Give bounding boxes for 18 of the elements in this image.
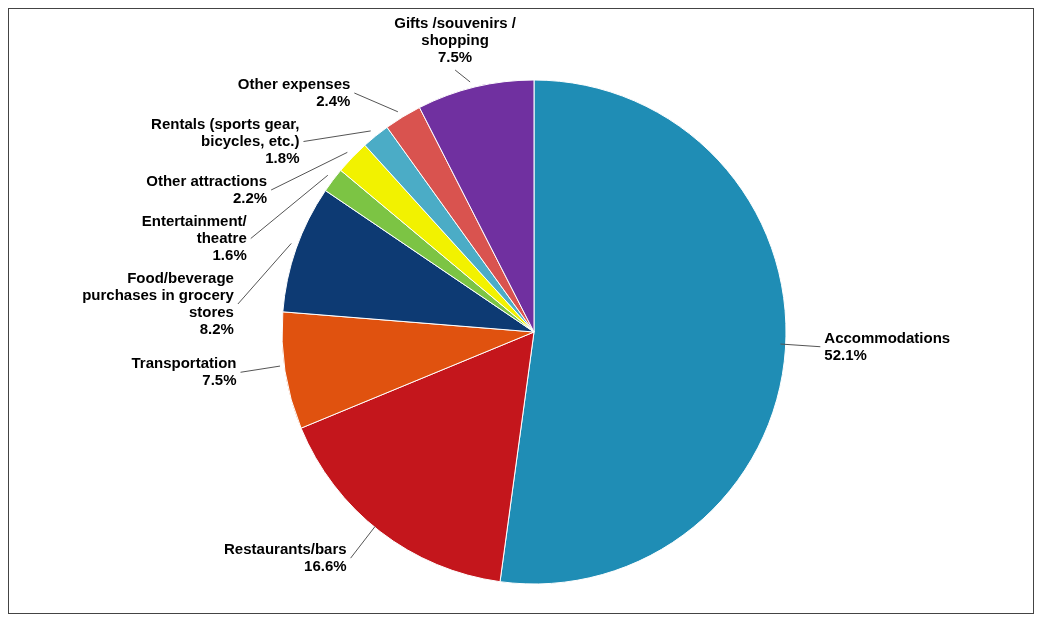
slice-label: Other expenses — [237, 75, 351, 92]
slice-label: Food/beverage purchases in grocery stores — [82, 269, 235, 320]
slice-label: Accommodations — [824, 328, 951, 346]
data-label: 1.6% — [212, 246, 247, 263]
slice-label: Transportation — [131, 354, 237, 372]
slice-label: Entertainment/ theatre — [141, 212, 248, 246]
data-label: 7.5% — [438, 48, 473, 65]
data-label: 2.2% — [232, 189, 268, 206]
data-label: 2.4% — [316, 92, 351, 109]
slice-label: Other attractions — [146, 172, 268, 189]
slice-label: Rentals (sports gear, bicycles, etc.) — [151, 115, 300, 149]
data-label: 8.2% — [199, 320, 234, 337]
slice-label: Gifts /souvenirs / shopping — [394, 14, 517, 48]
data-label: 1.8% — [265, 149, 300, 166]
data-label: 52.1% — [824, 345, 867, 363]
data-label: 7.5% — [202, 371, 237, 389]
slice-label: Restaurants/bars — [224, 540, 347, 558]
data-label: 16.6% — [304, 557, 347, 575]
